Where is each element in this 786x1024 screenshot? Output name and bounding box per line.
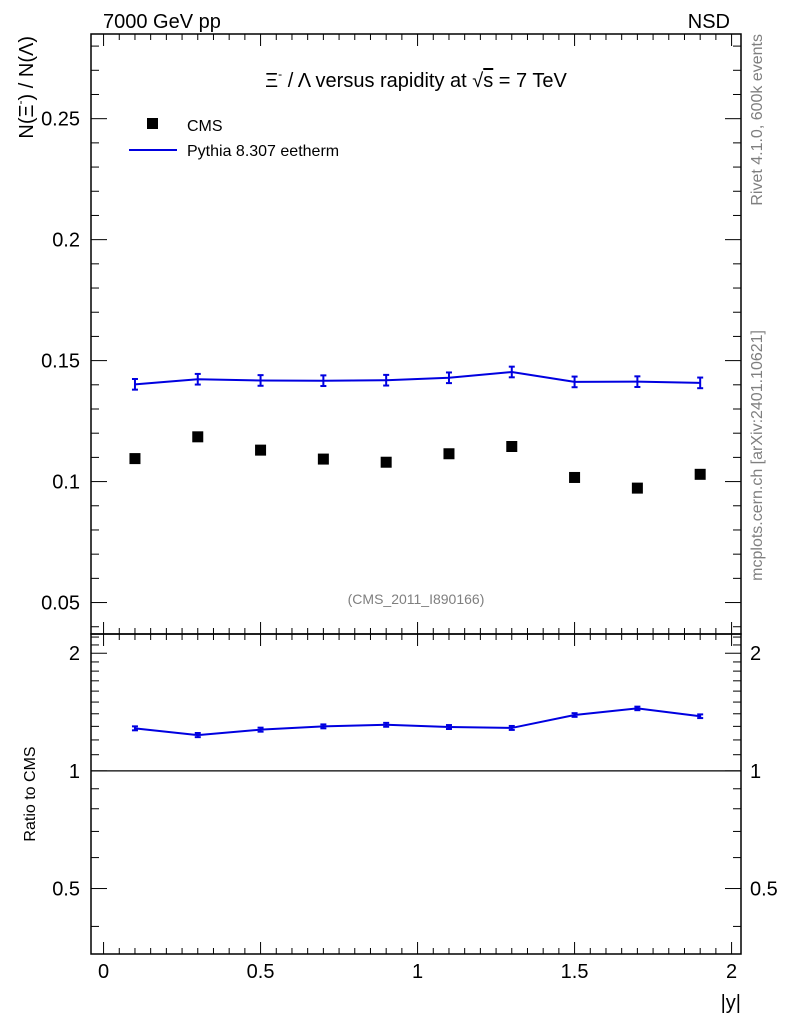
title-sqrt: √ <box>472 70 483 92</box>
x-tick-label: 0 <box>98 961 109 983</box>
cms-data-point <box>192 431 204 443</box>
ratio-y-tick-labels: 0.5 0.5 1 1 2 2 <box>52 643 778 900</box>
rivet-label: Rivet 4.1.0, 600k events <box>749 34 766 206</box>
pythia-line <box>134 370 701 386</box>
chart-title: Ξ- / Λ versus rapidity at √s = 7 TeV <box>265 67 567 92</box>
ratio-plot-frame <box>90 633 742 955</box>
title-energy: = 7 TeV <box>493 70 567 92</box>
ratio-y-tick-label-right: 1 <box>750 761 761 783</box>
analysis-annotation: (CMS_2011_I890166) <box>348 591 485 607</box>
legend-pythia-label: Pythia 8.307 eetherm <box>187 143 339 160</box>
ratio-y-tick-label-right: 2 <box>750 643 761 665</box>
x-tick-labels: 0 0.5 1 1.5 2 <box>98 961 737 983</box>
title-xi-sup: - <box>278 67 282 81</box>
main-y-axis-label: N(Ξ-) / N(Λ) <box>13 36 38 139</box>
ratio-axis-ticks <box>91 634 741 954</box>
title-s: s <box>483 70 493 92</box>
title-xi: Ξ <box>265 70 278 92</box>
ylabel-part-b: ) / N(Λ) <box>16 36 38 100</box>
main-y-tick-label: 0.25 <box>41 109 80 131</box>
ratio-y-axis-label: Ratio to CMS <box>22 746 39 841</box>
ratio-pythia-line <box>134 707 701 737</box>
cms-data-point <box>506 441 518 452</box>
x-tick-label: 2 <box>726 961 737 983</box>
cms-data-point <box>317 453 329 465</box>
ratio-y-tick-label-left: 2 <box>69 643 80 665</box>
cms-data-point <box>380 456 392 468</box>
x-tick-label: 1.5 <box>561 961 589 983</box>
main-y-tick-labels: 0.05 0.1 0.15 0.2 0.25 <box>41 109 80 615</box>
main-y-tick-label: 0.05 <box>41 593 80 615</box>
main-axis-ticks <box>91 34 741 634</box>
mcplots-label: mcplots.cern.ch [arXiv:2401.10621] <box>749 330 766 581</box>
main-y-tick-label: 0.15 <box>41 351 80 373</box>
cms-data-point <box>631 482 643 494</box>
cms-data-point <box>443 448 455 460</box>
title-rest: / Λ versus rapidity at <box>282 70 472 92</box>
cms-data-point <box>694 468 706 480</box>
cms-data-point <box>129 453 141 465</box>
legend-cms-marker <box>147 118 158 129</box>
x-axis-label: |y| <box>721 992 741 1014</box>
main-y-tick-label: 0.2 <box>52 230 80 252</box>
main-data-layer <box>129 365 706 494</box>
header-left: 7000 GeV pp <box>103 11 221 33</box>
x-tick-label: 1 <box>412 961 423 983</box>
x-tick-label: 0.5 <box>247 961 275 983</box>
cms-data-point <box>255 444 267 456</box>
ylabel-sup: - <box>13 100 27 104</box>
ratio-y-tick-label-right: 0.5 <box>750 879 778 901</box>
cms-data-point <box>569 471 581 483</box>
ylabel-part-a: N(Ξ <box>16 104 38 138</box>
main-y-tick-label: 0.1 <box>52 472 80 494</box>
header-right: NSD <box>688 11 730 33</box>
ratio-y-tick-label-left: 1 <box>69 761 80 783</box>
ratio-y-tick-label-left: 0.5 <box>52 879 80 901</box>
ratio-data-layer <box>91 705 741 772</box>
legend-cms-label: CMS <box>187 118 223 135</box>
